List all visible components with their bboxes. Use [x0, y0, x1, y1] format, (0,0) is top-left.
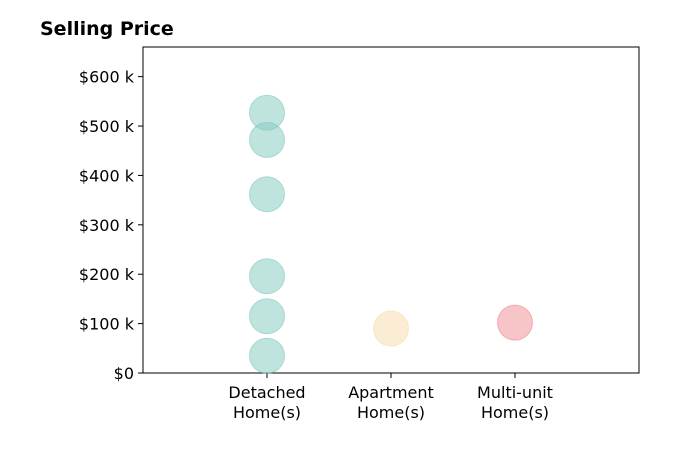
data-points [249, 94, 533, 374]
data-point [249, 337, 285, 374]
y-tick-label: $600 k [79, 68, 135, 87]
x-tick-label: Home(s) [481, 403, 549, 422]
x-tick-label: Home(s) [233, 403, 301, 422]
y-tick-label: $0 [114, 364, 134, 383]
y-tick-label: $300 k [79, 216, 135, 235]
data-point [497, 304, 533, 341]
chart-title: Selling Price [40, 18, 174, 40]
data-point [249, 176, 285, 213]
x-tick-label: Multi-unit [477, 383, 553, 402]
y-tick-label: $100 k [79, 315, 135, 334]
data-point [249, 298, 285, 335]
x-axis: DetachedHome(s)ApartmentHome(s)Multi-uni… [228, 373, 553, 422]
x-tick-label: Apartment [348, 383, 434, 402]
data-point [373, 310, 409, 347]
y-tick-label: $200 k [79, 265, 135, 284]
x-tick-label: Home(s) [357, 403, 425, 422]
data-point [249, 258, 285, 295]
data-point [249, 121, 285, 158]
y-tick-label: $400 k [79, 166, 135, 185]
y-tick-label: $500 k [79, 117, 135, 136]
y-axis: $0 $100 k $200 k $300 k $400 k $500 k $600 k [79, 68, 143, 383]
x-tick-label: Detached [228, 383, 305, 402]
